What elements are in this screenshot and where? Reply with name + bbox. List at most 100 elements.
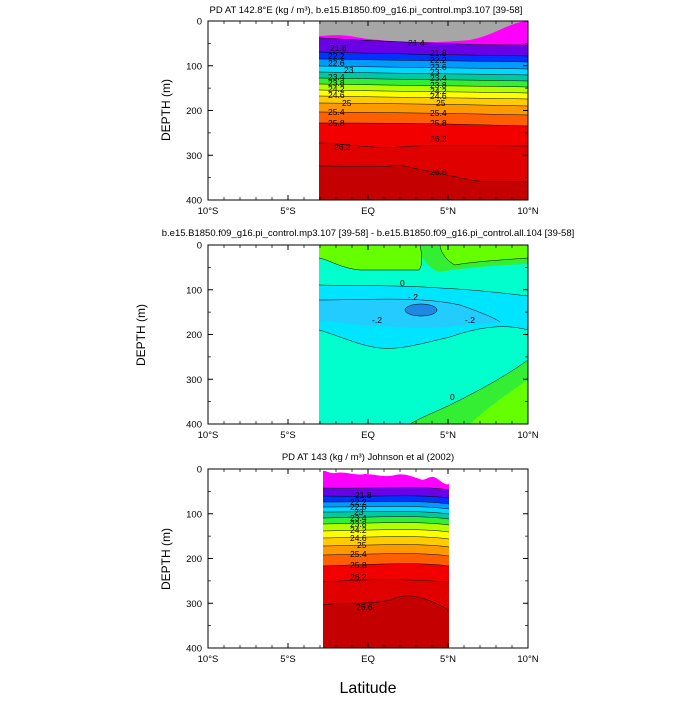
- p1-label-21.8: 21.8: [330, 43, 347, 53]
- p1-label-22.2: 22.2: [328, 51, 345, 61]
- p2-label-0-deep: 0: [450, 392, 455, 402]
- panel-3-contour-labels: 21.8 22.2 22.6 23 23.4 23.8 24.2 24.6 25…: [350, 490, 373, 612]
- x-tick-label: 10°S: [198, 206, 219, 217]
- x-tick-label: EQ: [361, 206, 375, 217]
- y-tick-label: 100: [186, 61, 202, 72]
- p3-label-25.4: 25.4: [350, 549, 367, 559]
- x-tick-label: 5°N: [440, 206, 456, 217]
- panel-2-title: b.e15.B1850.f09_g16.pi_control.mp3.107 […: [162, 228, 575, 239]
- p1-label-23.4b: 23.4: [430, 73, 447, 83]
- panel-2-contour-labels: 0 -.2 -.2 -.2 0: [372, 278, 475, 402]
- p1-label-24.2: 24.2: [328, 84, 345, 94]
- y-tick-label: 200: [186, 554, 202, 565]
- panel-3-missing-area: [323, 469, 449, 485]
- x-tick-label: 5°S: [280, 206, 295, 217]
- panel-2-ylabel: DEPTH (m): [134, 304, 148, 366]
- y-tick-label: 0: [197, 465, 202, 476]
- panel-1: PD AT 142.8°E (kg / m³), b.e15.B1850.f09…: [159, 5, 539, 217]
- p3-label-23: 23: [354, 507, 364, 517]
- panel-1-contour-labels: 21.4 21.8 21.8 22.2 22.2 22.6 22.6 23 23…: [328, 38, 447, 177]
- panel-2-band-0.2-topright: [420, 245, 528, 265]
- p1-label-25.4: 25.4: [328, 107, 345, 117]
- panel-3: PD AT 143 (kg / m³) Johnson et al (2002): [159, 452, 539, 665]
- x-tick-label: 5°S: [280, 654, 295, 665]
- y-tick-label: 0: [197, 241, 202, 252]
- p3-label-26.6: 26.6: [356, 602, 373, 612]
- p1-label-22.6b: 22.6: [430, 62, 447, 72]
- p3-label-22.2: 22.2: [350, 497, 367, 507]
- x-tick-label: 10°S: [198, 430, 219, 441]
- panel-2-contour-lines: [319, 245, 528, 424]
- x-tick-label: EQ: [361, 654, 375, 665]
- panel-3-ticks: 10°S 5°S EQ 5°N 10°N 0 100 200 300 400: [186, 465, 539, 666]
- panel-1-missing-area: [319, 21, 528, 43]
- y-tick-label: 200: [186, 330, 202, 341]
- panel-2-band-0.2-top: [319, 245, 422, 270]
- y-tick-label: 400: [186, 196, 202, 207]
- p3-label-23.8: 23.8: [350, 519, 367, 529]
- x-axis-label: Latitude: [340, 680, 397, 697]
- x-tick-label: 10°N: [517, 654, 538, 665]
- p1-label-22.2b: 22.2: [430, 55, 447, 65]
- panel-2-band-min: [405, 304, 437, 316]
- y-tick-label: 300: [186, 375, 202, 386]
- p1-label-24.6b: 24.6: [430, 91, 447, 101]
- x-tick-label: 10°N: [517, 206, 538, 217]
- y-tick-label: 0: [197, 17, 202, 28]
- x-tick-label: 5°S: [280, 430, 295, 441]
- panel-1-contour-lines: [319, 37, 528, 183]
- panel-1-ylabel: DEPTH (m): [159, 79, 173, 141]
- p1-label-25b: 25: [436, 98, 446, 108]
- p3-label-26.2: 26.2: [350, 572, 367, 582]
- p1-label-25.8b: 25.8: [430, 118, 447, 128]
- p3-label-25: 25: [357, 540, 367, 550]
- x-tick-label: 10°N: [517, 430, 538, 441]
- y-tick-label: 400: [186, 644, 202, 655]
- p3-label-24.6: 24.6: [350, 533, 367, 543]
- p3-label-24.2: 24.2: [350, 525, 367, 535]
- p1-label-24.6: 24.6: [328, 90, 345, 100]
- x-tick-label: 5°N: [440, 654, 456, 665]
- y-tick-label: 400: [186, 420, 202, 431]
- p1-label-26.2: 26.2: [430, 134, 447, 144]
- y-tick-label: 300: [186, 151, 202, 162]
- p1-label-25.4b: 25.4: [430, 108, 447, 118]
- panel-3-ylabel: DEPTH (m): [159, 528, 173, 590]
- y-tick-label: 300: [186, 599, 202, 610]
- panel-3-title: PD AT 143 (kg / m³) Johnson et al (2002): [282, 452, 454, 463]
- p1-label-23b: 23: [430, 67, 440, 77]
- p1-label-23.4: 23.4: [328, 72, 345, 82]
- p2-label-neg-0.2c: -.2: [465, 315, 475, 325]
- panel-2-ticks: 10°S 5°S EQ 5°N 10°N 0 100 200 300 400: [186, 241, 539, 442]
- p1-label-22.6: 22.6: [328, 58, 345, 68]
- p2-label-neg-0.2a: -.2: [408, 292, 418, 302]
- p1-label-21.8b: 21.8: [430, 48, 447, 58]
- panel-3-contour-lines: [323, 487, 449, 611]
- p1-label-23.8b: 23.8: [430, 80, 447, 90]
- p3-label-25.8: 25.8: [350, 560, 367, 570]
- p3-label-23.4: 23.4: [350, 513, 367, 523]
- p1-label-24.2b: 24.2: [430, 86, 447, 96]
- y-tick-label: 100: [186, 285, 202, 296]
- panel-2: b.e15.B1850.f09_g16.pi_control.mp3.107 […: [134, 228, 574, 441]
- p1-label-26.6a: 26.2: [334, 142, 351, 152]
- p1-label-25: 25: [342, 98, 352, 108]
- p1-label-21.4: 21.4: [408, 38, 425, 48]
- p1-label-23.8: 23.8: [328, 78, 345, 88]
- panel-2-band-pos-deeper: [470, 380, 528, 424]
- panel-1-ticks: 10°S 5°S EQ 5°N 10°N 0 100 200 300 400: [186, 17, 539, 218]
- x-tick-label: 5°N: [440, 430, 456, 441]
- panel-1-title: PD AT 142.8°E (kg / m³), b.e15.B1850.f09…: [210, 5, 523, 16]
- p1-label-25.8: 25.8: [328, 118, 345, 128]
- y-tick-label: 100: [186, 509, 202, 520]
- p1-label-26.6: 26.6: [430, 167, 447, 177]
- p2-label-0: 0: [400, 278, 405, 288]
- y-tick-label: 200: [186, 106, 202, 117]
- p2-label-neg-0.2b: -.2: [372, 315, 382, 325]
- p1-label-23: 23: [344, 65, 354, 75]
- x-tick-label: EQ: [361, 430, 375, 441]
- p3-label-22.6: 22.6: [350, 502, 367, 512]
- x-tick-label: 10°S: [198, 654, 219, 665]
- p3-label-21.8: 21.8: [355, 490, 372, 500]
